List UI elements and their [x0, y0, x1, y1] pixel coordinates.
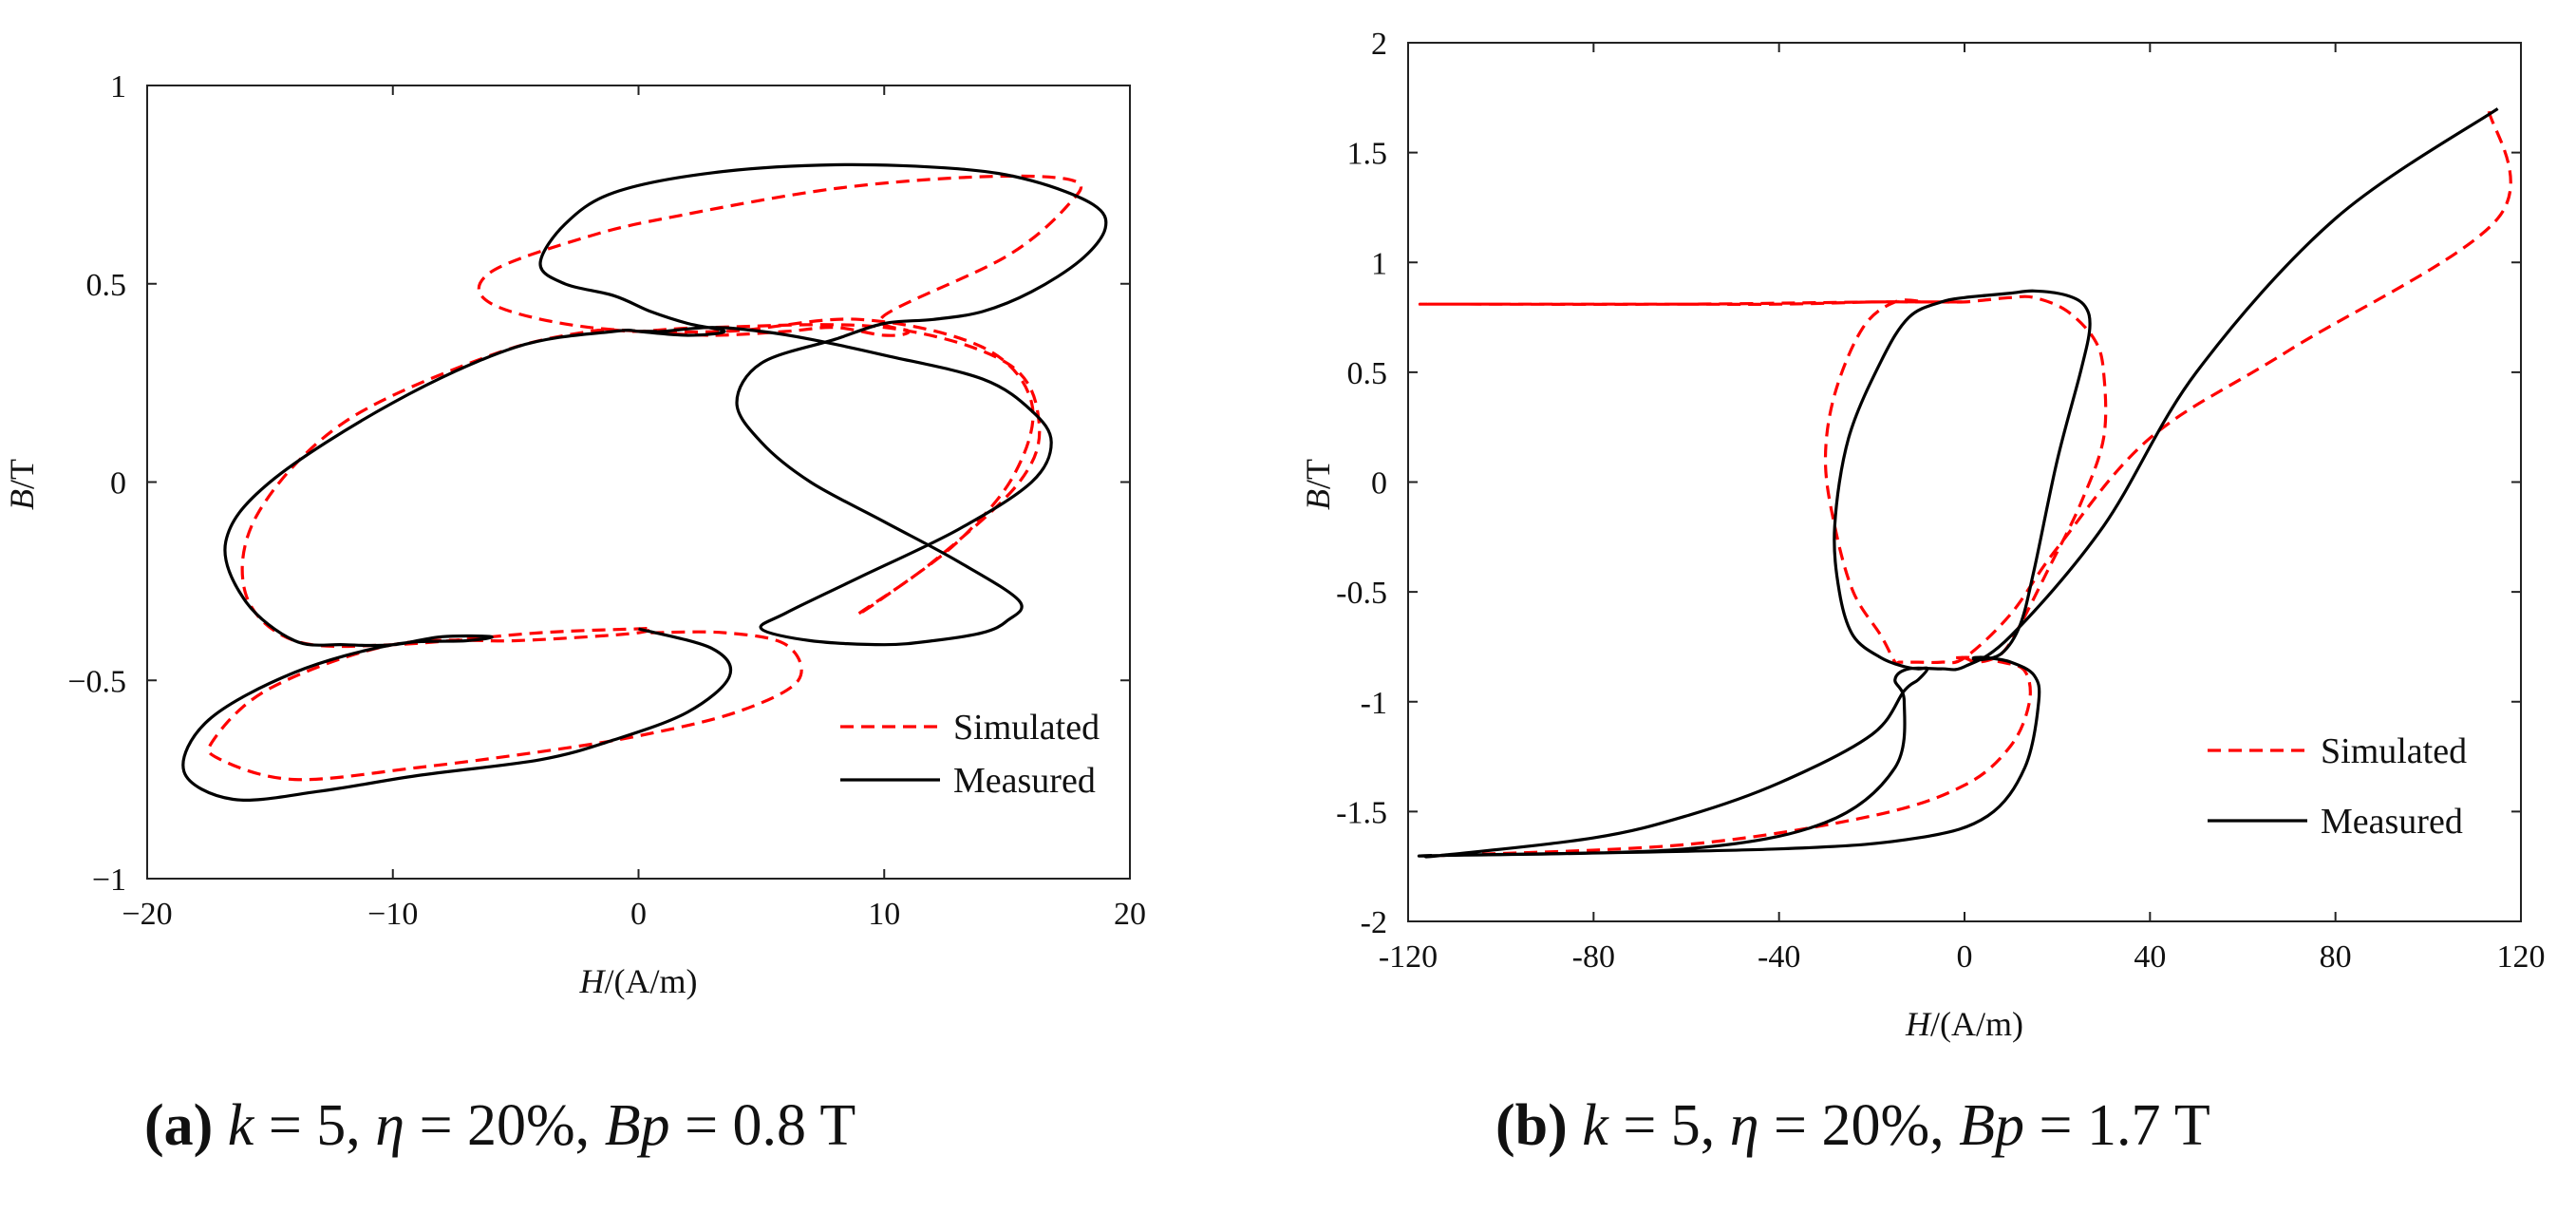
chart-b-x-tick-label: -120 [1379, 939, 1438, 975]
chart-b-x-tick-label: 80 [2320, 939, 2352, 975]
caption-b-bp: Bp [1959, 1093, 2025, 1158]
chart-a-x-tick-label: 20 [1114, 897, 1146, 932]
caption-b-mid1: = 5, [1608, 1093, 1730, 1158]
chart-b-x-tick-label: 120 [2497, 939, 2546, 975]
chart-b-x-tick-label: -80 [1572, 939, 1615, 975]
caption-a-end: = 0.8 T [669, 1093, 856, 1158]
chart-b-x-axis-title-symbol: H [1905, 1005, 1932, 1043]
caption-a: (a) k = 5, η = 20%, Bp = 0.8 T [144, 1092, 856, 1160]
caption-a-mid1: = 5, [254, 1093, 376, 1158]
chart-b-y-axis-title-symbol: B [1299, 489, 1337, 510]
chart-a-series-simulated [207, 174, 1083, 782]
chart-b-x-tick-label: -40 [1758, 939, 1800, 975]
chart-b-legend-label-simulated: Simulated [2321, 731, 2467, 771]
chart-a-y-axis-title-symbol: B [3, 489, 41, 510]
chart-b-x-tick-label: 40 [2134, 939, 2166, 975]
chart-b-y-tick-label: 2 [1371, 27, 1387, 62]
chart-b-svg: -120 -80 -40 0 40 80 120 -2 -1.5 -1 -0.5 0 0.5 1 1.5 2 H… [1299, 27, 2546, 1043]
chart-a-y-tick-label: 1 [110, 69, 126, 104]
caption-b-label: (b) [1495, 1093, 1568, 1158]
chart-b-series-simulated [1418, 108, 2512, 858]
chart-a-x-tick-label: 0 [630, 897, 647, 932]
chart-a-x-axis-title-unit: /(A/m) [605, 962, 698, 1000]
chart-b-y-tick-label: 0.5 [1347, 356, 1388, 391]
caption-a-k: k [227, 1093, 254, 1158]
chart-b-x-axis-title-unit: /(A/m) [1930, 1005, 2023, 1043]
chart-b-x-axis-title: H/(A/m) [1905, 1005, 2023, 1043]
chart-b-legend-label-measured: Measured [2321, 802, 2463, 842]
chart-panel-a: −20 −10 0 10 20 −1 −0.5 0 0.5 1 H/(A/m) B/T Simulate… [0, 0, 1177, 1232]
caption-a-eta: η [375, 1093, 405, 1158]
chart-b-y-tick-label: 0 [1371, 466, 1387, 502]
chart-b-y-axis-title: B/T [1299, 459, 1337, 510]
chart-b-y-tick-label: -1.5 [1336, 795, 1387, 830]
chart-a-legend-label-simulated: Simulated [953, 708, 1100, 748]
caption-b-mid2: = 20%, [1758, 1093, 1960, 1158]
chart-a-x-tick-label: 10 [868, 897, 900, 932]
chart-b-y-tick-label: 1.5 [1347, 137, 1388, 172]
chart-b-y-tick-label: 1 [1371, 246, 1387, 281]
chart-a-y-axis-title: B/T [3, 459, 41, 510]
chart-b-y-tick-label: -1 [1361, 686, 1387, 721]
chart-a-y-tick-label: 0 [110, 466, 126, 502]
caption-a-label: (a) [144, 1093, 214, 1158]
chart-a-x-axis-title: H/(A/m) [579, 962, 698, 1000]
chart-panel-b: -120 -80 -40 0 40 80 120 -2 -1.5 -1 -0.5 0 0.5 1 1.5 2 H… [1296, 0, 2576, 1232]
chart-b-y-tick-label: -0.5 [1336, 576, 1387, 611]
chart-a-x-tick-label: −20 [122, 897, 172, 932]
caption-b: (b) k = 5, η = 20%, Bp = 1.7 T [1495, 1092, 2210, 1160]
chart-a-series-measured [181, 162, 1108, 802]
chart-a-y-tick-label: −1 [92, 862, 126, 898]
chart-a-plot-frame [146, 85, 1131, 880]
caption-a-mid2: = 20%, [404, 1093, 605, 1158]
caption-b-end: = 1.7 T [2024, 1093, 2210, 1158]
chart-a-y-axis-title-unit: /T [3, 459, 41, 489]
chart-b-y-tick-label: -2 [1361, 905, 1387, 940]
caption-b-k: k [1582, 1093, 1608, 1158]
chart-b-y-axis-title-unit: /T [1299, 459, 1337, 489]
chart-a-legend-label-measured: Measured [953, 761, 1096, 801]
chart-b-plot-frame [1407, 42, 2522, 922]
chart-a-svg: −20 −10 0 10 20 −1 −0.5 0 0.5 1 H/(A/m) B/T Simulate… [3, 69, 1146, 1000]
chart-a-x-axis-title-symbol: H [579, 962, 607, 1000]
chart-b-x-tick-label: 0 [1957, 939, 1973, 975]
chart-b-series-measured [1418, 107, 2499, 859]
chart-a-y-tick-label: 0.5 [86, 268, 127, 303]
chart-a-x-tick-label: −10 [367, 897, 418, 932]
caption-b-eta: η [1729, 1093, 1759, 1158]
chart-a-y-tick-label: −0.5 [67, 664, 126, 699]
caption-a-bp: Bp [604, 1093, 670, 1158]
